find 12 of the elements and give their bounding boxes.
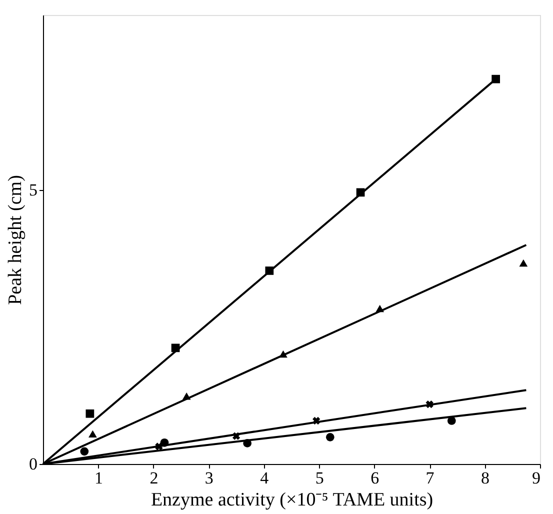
x-tick-label: 6 (370, 468, 380, 488)
x-axis-title: Enzyme activity (×10⁻⁵ TAME units) (150, 490, 434, 510)
y-tick-label: 0 (29, 454, 38, 474)
x-tick-label: 5 (315, 468, 324, 488)
x-tick-label: 3 (204, 468, 214, 488)
x-tick-label: 7 (426, 468, 435, 488)
x-tick-label: 2 (150, 468, 158, 488)
y-axis-title: Peak height (cm) (5, 175, 26, 305)
x-tick-label: 4 (260, 468, 270, 488)
x-tick-label: 8 (481, 468, 490, 488)
x-tick-label: 9 (532, 468, 540, 488)
x-tick-label: 1 (94, 468, 103, 488)
